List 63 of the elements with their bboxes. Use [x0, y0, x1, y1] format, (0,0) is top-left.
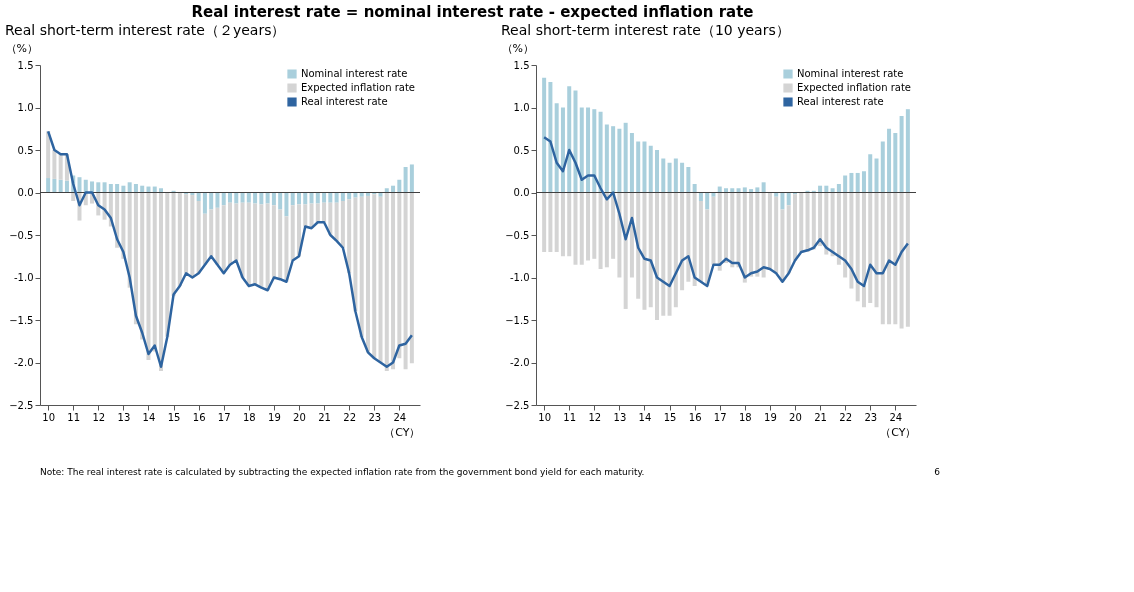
y-tick-label: 0.0: [17, 187, 34, 198]
y-tick-label: −1.5: [9, 314, 34, 326]
x-tick-label: 17: [217, 411, 231, 423]
x-tick-label: 20: [293, 411, 306, 423]
x-tick-label: 23: [864, 411, 878, 423]
x-tick-label: 16: [192, 411, 206, 423]
y-tick-label: -1.0: [13, 272, 34, 283]
x-tick-label: 15: [663, 411, 677, 423]
x-tick-label: 17: [713, 411, 727, 423]
x-tick-label: 21: [814, 411, 827, 423]
x-tick-label: 13: [613, 411, 627, 423]
legend-label: Real interest rate: [797, 96, 884, 107]
y-tick-label: 0.5: [513, 144, 530, 156]
x-tick-label: 21: [318, 411, 331, 423]
y-tick-label: 0.0: [513, 187, 530, 198]
legend-label: Expected inflation rate: [797, 82, 912, 93]
legend-label: Real interest rate: [301, 96, 388, 107]
y-tick-label: -2.0: [13, 357, 34, 368]
legend-label: Nominal interest rate: [301, 68, 408, 79]
x-tick-label: 15: [167, 411, 181, 423]
text: 6: [934, 467, 941, 477]
x-tick-label: 22: [839, 411, 853, 423]
y-tick-label: -2.0: [509, 357, 530, 368]
y-tick-label: −2.5: [505, 399, 530, 411]
x-tick-label: 18: [738, 411, 752, 423]
x-tick-label: 12: [92, 411, 106, 423]
y-tick-label: -1.0: [509, 272, 530, 283]
legend-label: Expected inflation rate: [301, 82, 416, 93]
x-tick-label: 19: [268, 411, 281, 423]
text: Real interest rate = nominal interest rate - expected inflation rate: [191, 3, 754, 21]
chart-title: Real short-term interest rate（10 years）: [501, 22, 790, 38]
x-tick-label: 24: [393, 411, 407, 423]
y-tick-label: −0.5: [505, 229, 530, 241]
chart-title: Real short-term interest rate（２years）: [5, 22, 286, 38]
y-tick-label: 0.5: [17, 144, 34, 156]
x-tick-label: 18: [242, 411, 256, 423]
y-tick-label: −1.5: [505, 314, 530, 326]
x-tick-label: 23: [368, 411, 382, 423]
x-tick-label: 19: [764, 411, 777, 423]
legend-label: Nominal interest rate: [797, 68, 904, 79]
y-axis-title: （%）: [501, 41, 534, 55]
y-tick-label: 1.0: [17, 102, 34, 113]
x-tick-label: 13: [117, 411, 131, 423]
text: Note: The real interest rate is calculated by subtracting the expected inflation rate from the government bond yield for each maturity.: [40, 467, 645, 477]
x-tick-label: 11: [67, 411, 81, 423]
y-tick-label: −2.5: [9, 399, 34, 411]
x-tick-label: 12: [588, 411, 602, 423]
y-tick-label: 1.5: [17, 59, 34, 71]
y-tick-label: 1.0: [513, 102, 530, 113]
y-axis-title: （%）: [5, 41, 38, 55]
x-tick-label: 16: [688, 411, 702, 423]
x-tick-label: 10: [42, 411, 55, 423]
x-tick-label: 20: [789, 411, 802, 423]
y-tick-label: 1.5: [513, 59, 530, 71]
x-axis-title: （CY）: [880, 425, 917, 439]
x-axis-title: （CY）: [384, 425, 421, 439]
x-tick-label: 14: [638, 411, 652, 423]
x-tick-label: 11: [563, 411, 577, 423]
y-tick-label: −0.5: [9, 229, 34, 241]
x-tick-label: 22: [343, 411, 357, 423]
x-tick-label: 10: [538, 411, 551, 423]
x-tick-label: 14: [142, 411, 156, 423]
x-tick-label: 24: [889, 411, 903, 423]
